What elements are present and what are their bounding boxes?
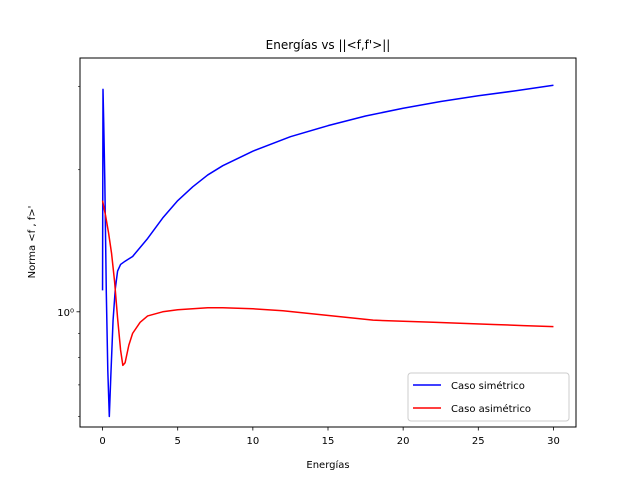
x-tick-label-6: 30 (547, 436, 560, 447)
chart-title: Energías vs ||<f,f'>|| (266, 38, 391, 52)
legend-label-simetrico: Caso simétrico (451, 380, 525, 392)
y-axis: 10⁰ (57, 86, 80, 417)
x-axis: 0 5 10 15 20 25 30 (99, 427, 560, 447)
x-tick-label-2: 10 (246, 436, 259, 447)
legend-box (407, 372, 570, 422)
legend-label-asimetrico: Caso asimétrico (451, 403, 531, 415)
series-line-1 (101, 200, 554, 367)
x-tick-label-3: 15 (322, 436, 335, 447)
x-tick-label-4: 20 (397, 436, 410, 447)
series-line-0 (101, 84, 554, 418)
x-axis-label: Energías (306, 459, 349, 471)
x-tick-label-1: 5 (175, 436, 181, 447)
y-axis-label: Norma <f , f>' (27, 206, 38, 279)
plot-area (101, 84, 554, 418)
x-tick-label-5: 25 (472, 436, 485, 447)
y-tick-label-0: 10⁰ (57, 308, 74, 319)
x-tick-label-0: 0 (99, 436, 105, 447)
legend: Caso simétrico Caso asimétrico (407, 372, 570, 422)
